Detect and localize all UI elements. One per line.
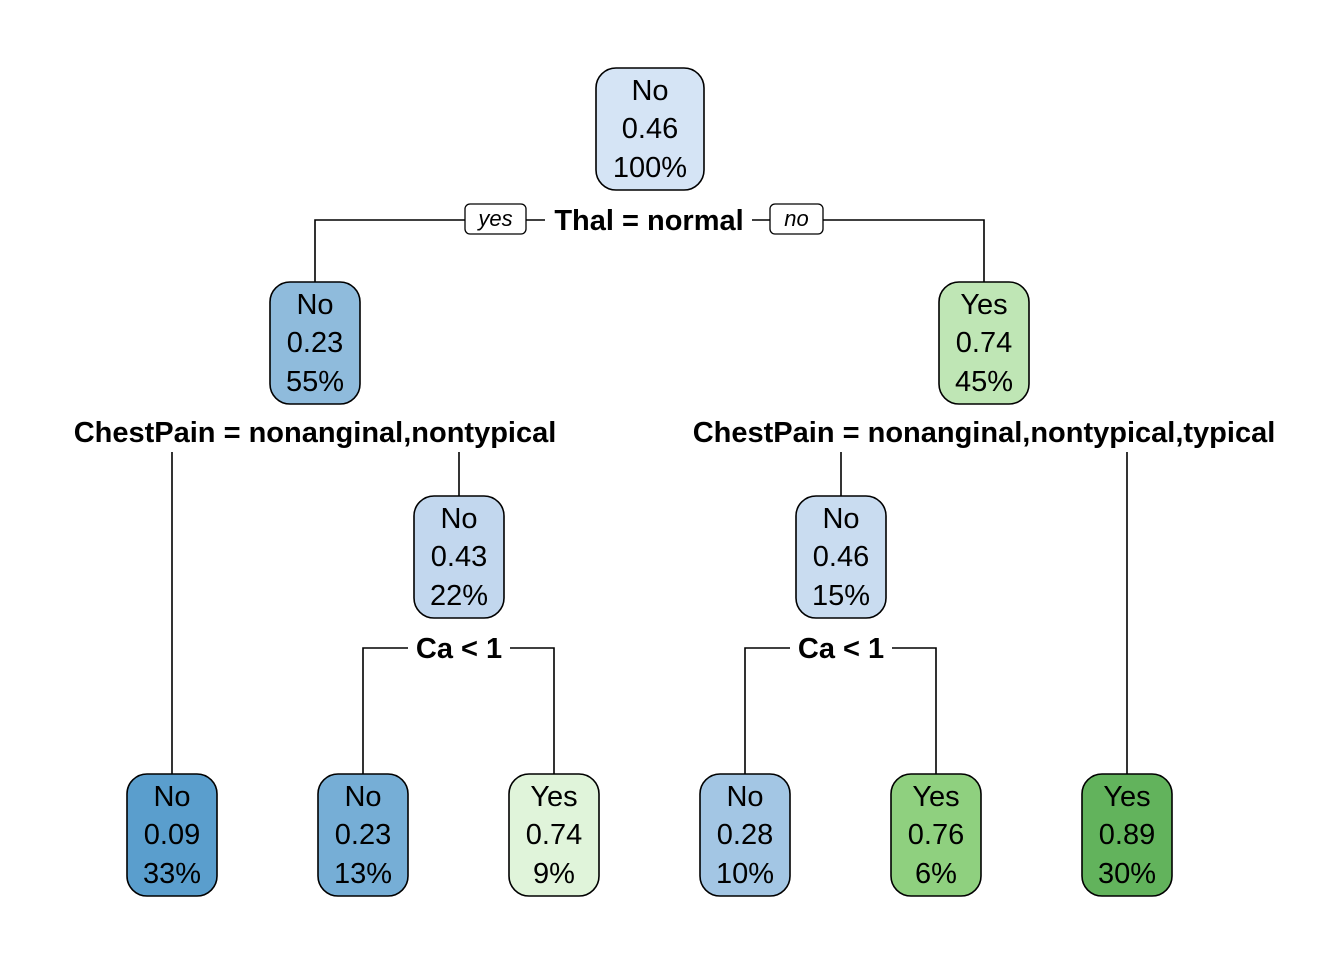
edge-root-left — [314, 219, 465, 282]
tree-node-root-right-right: Yes 0.89 30% — [1081, 773, 1173, 897]
node-class-label: No — [440, 503, 477, 535]
edge-ca-right-a — [744, 647, 790, 774]
split-label-root-left-right: Ca < 1 — [416, 633, 502, 665]
tree-node-root: No 0.46 100% — [595, 67, 705, 191]
node-percentage: 45% — [955, 366, 1013, 398]
node-percentage: 15% — [812, 580, 870, 612]
node-class-label: No — [153, 781, 190, 813]
tree-node-root-left-left: No 0.09 33% — [126, 773, 218, 897]
node-probability: 0.76 — [908, 819, 964, 851]
node-box — [699, 773, 791, 897]
node-class-label: Yes — [530, 781, 577, 813]
node-box — [1081, 773, 1173, 897]
node-box — [269, 281, 361, 405]
branch-yes-label: yes — [476, 206, 512, 231]
node-percentage: 9% — [533, 858, 575, 890]
branch-no-tag: no — [769, 203, 824, 235]
node-probability: 0.89 — [1099, 819, 1155, 851]
tree-node-root-right-left-right: Yes 0.76 6% — [890, 773, 982, 897]
label-layer: Thal = normal ChestPain = nonanginal,nont… — [74, 203, 1276, 665]
tree-node-root-right-left-left: No 0.28 10% — [699, 773, 791, 897]
split-label-root: Thal = normal — [554, 205, 743, 237]
node-box — [413, 495, 505, 619]
split-label-root-right-left: Ca < 1 — [798, 633, 884, 665]
node-probability: 0.23 — [335, 819, 391, 851]
edge-ca-left-a — [362, 647, 408, 774]
node-class-label: No — [296, 289, 333, 321]
node-percentage: 10% — [716, 858, 774, 890]
node-probability: 0.23 — [287, 327, 343, 359]
node-percentage: 100% — [613, 152, 687, 184]
node-box — [595, 67, 705, 191]
split-label-root-left: ChestPain = nonanginal,nontypical — [74, 417, 557, 449]
tree-node-root-left-right: No 0.43 22% — [413, 495, 505, 619]
node-class-label: Yes — [960, 289, 1007, 321]
node-probability: 0.74 — [956, 327, 1012, 359]
node-percentage: 22% — [430, 580, 488, 612]
edge-root-right — [823, 219, 985, 282]
tree-node-root-left-right-left: No 0.23 13% — [317, 773, 409, 897]
node-percentage: 13% — [334, 858, 392, 890]
node-box — [890, 773, 982, 897]
tree-node-root-right: Yes 0.74 45% — [938, 281, 1030, 405]
node-layer: No0.46100%No0.2355%Yes0.7445%No0.0933%No… — [126, 67, 1173, 897]
tree-node-root-left: No 0.23 55% — [269, 281, 361, 405]
split-label-root-right: ChestPain = nonanginal,nontypical,typica… — [693, 417, 1276, 449]
node-probability: 0.74 — [526, 819, 582, 851]
node-box — [938, 281, 1030, 405]
node-class-label: No — [344, 781, 381, 813]
node-box — [126, 773, 218, 897]
node-probability: 0.46 — [813, 541, 869, 573]
node-class-label: No — [631, 75, 668, 107]
node-probability: 0.43 — [431, 541, 487, 573]
node-class-label: No — [822, 503, 859, 535]
edge-ca-left-b — [510, 647, 555, 774]
node-percentage: 55% — [286, 366, 344, 398]
branch-yes-tag: yes — [464, 203, 527, 235]
node-box — [317, 773, 409, 897]
node-probability: 0.28 — [717, 819, 773, 851]
node-box — [508, 773, 600, 897]
node-probability: 0.46 — [622, 113, 678, 145]
branch-yes-box — [464, 203, 527, 235]
node-class-label: Yes — [1103, 781, 1150, 813]
node-percentage: 30% — [1098, 858, 1156, 890]
node-percentage: 6% — [915, 858, 957, 890]
edge-ca-right-b — [892, 647, 937, 774]
node-class-label: Yes — [912, 781, 959, 813]
node-probability: 0.09 — [144, 819, 200, 851]
node-box — [795, 495, 887, 619]
node-class-label: No — [726, 781, 763, 813]
edge-layer — [171, 219, 1128, 774]
tree-node-root-right-left: No 0.46 15% — [795, 495, 887, 619]
tree-node-root-left-right-right: Yes 0.74 9% — [508, 773, 600, 897]
node-percentage: 33% — [143, 858, 201, 890]
branch-no-label: no — [784, 206, 808, 231]
branch-no-box — [769, 203, 824, 235]
